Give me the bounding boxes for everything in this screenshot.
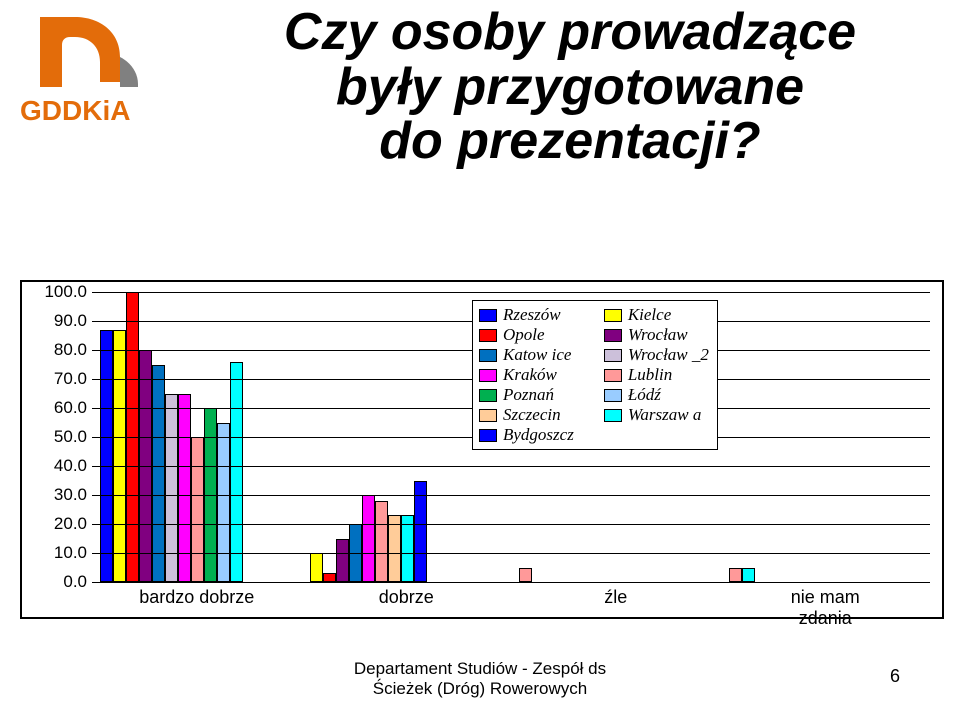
bar [100,330,113,582]
legend-swatch [479,369,497,382]
legend-swatch [604,329,622,342]
legend-swatch [479,309,497,322]
y-tick-label: 50.0 [27,427,87,447]
gridline [92,553,930,554]
legend-label: Łódź [628,385,661,405]
legend-label: Kielce [628,305,671,325]
bar-chart: RzeszówOpoleKatow iceKrakówPoznańSzczeci… [20,280,944,619]
title-line-3: do prezentacji? [210,114,930,169]
legend-label: Katow ice [503,345,571,365]
y-tick-label: 60.0 [27,398,87,418]
y-tick-label: 0.0 [27,572,87,592]
legend-item: Katow ice [479,345,574,365]
legend-label: Kraków [503,365,557,385]
bar [310,553,323,582]
title-line-2: były przygotowane [210,60,930,115]
legend-label: Bydgoszcz [503,425,574,445]
category-label: nie mam zdania [773,587,878,629]
legend-item: Rzeszów [479,305,574,325]
legend-swatch [604,389,622,402]
footer: Departament Studiów - Zespół ds Ścieżek … [0,659,960,699]
bar [729,568,742,583]
bar [230,362,243,582]
legend-swatch [479,429,497,442]
footer-line-2: Ścieżek (Dróg) Rowerowych [373,679,587,698]
legend-swatch [604,309,622,322]
gridline [92,292,930,293]
legend-item: Poznań [479,385,574,405]
legend-item: Opole [479,325,574,345]
bar [519,568,532,583]
gridline [92,466,930,467]
legend-label: Lublin [628,365,672,385]
bar [191,437,204,582]
legend-swatch [479,329,497,342]
plot-area: RzeszówOpoleKatow iceKrakówPoznańSzczeci… [92,292,930,582]
gridline [92,524,930,525]
bar [336,539,349,583]
legend-label: Wrocław _2 [628,345,709,365]
legend-label: Poznań [503,385,554,405]
bar [152,365,165,583]
legend-item: Lublin [604,365,709,385]
bar [742,568,755,583]
legend: RzeszówOpoleKatow iceKrakówPoznańSzczeci… [472,300,718,450]
logo-text: GDDKiA [20,95,130,126]
legend-label: Rzeszów [503,305,561,325]
y-tick-label: 90.0 [27,311,87,331]
legend-swatch [604,349,622,362]
legend-label: Wrocław [628,325,688,345]
x-axis-labels: bardzo dobrzedobrzeźlenie mam zdania [92,587,930,612]
category-label: źle [604,587,627,608]
legend-label: Warszaw a [628,405,702,425]
y-tick-label: 40.0 [27,456,87,476]
gridline [92,582,930,583]
legend-label: Szczecin [503,405,561,425]
slide: GDDKiA Czy osoby prowadzące były przygot… [0,0,960,707]
legend-swatch [604,369,622,382]
bar [375,501,388,582]
y-tick-label: 10.0 [27,543,87,563]
page-number: 6 [890,666,900,687]
gridline [92,495,930,496]
legend-item: Kielce [604,305,709,325]
slide-title: Czy osoby prowadzące były przygotowane d… [210,5,930,169]
legend-item: Bydgoszcz [479,425,574,445]
legend-swatch [479,409,497,422]
legend-item: Kraków [479,365,574,385]
logo-svg: GDDKiA [20,12,180,127]
bar [113,330,126,582]
category-label: dobrze [379,587,434,608]
y-tick-label: 80.0 [27,340,87,360]
bar [388,515,401,582]
legend-item: Wrocław _2 [604,345,709,365]
y-tick-label: 20.0 [27,514,87,534]
y-tick-label: 30.0 [27,485,87,505]
legend-item: Warszaw a [604,405,709,425]
bar [362,495,375,582]
bar [323,573,336,582]
legend-label: Opole [503,325,545,345]
legend-item: Szczecin [479,405,574,425]
footer-line-1: Departament Studiów - Zespół ds [354,659,606,678]
category-label: bardzo dobrze [139,587,254,608]
legend-item: Wrocław [604,325,709,345]
legend-swatch [479,349,497,362]
legend-item: Łódź [604,385,709,405]
bar [217,423,230,583]
y-tick-label: 100.0 [27,282,87,302]
bar [401,515,414,582]
legend-swatch [479,389,497,402]
legend-swatch [604,409,622,422]
gddkia-logo: GDDKiA [20,12,180,127]
y-tick-label: 70.0 [27,369,87,389]
title-line-1: Czy osoby prowadzące [210,5,930,60]
